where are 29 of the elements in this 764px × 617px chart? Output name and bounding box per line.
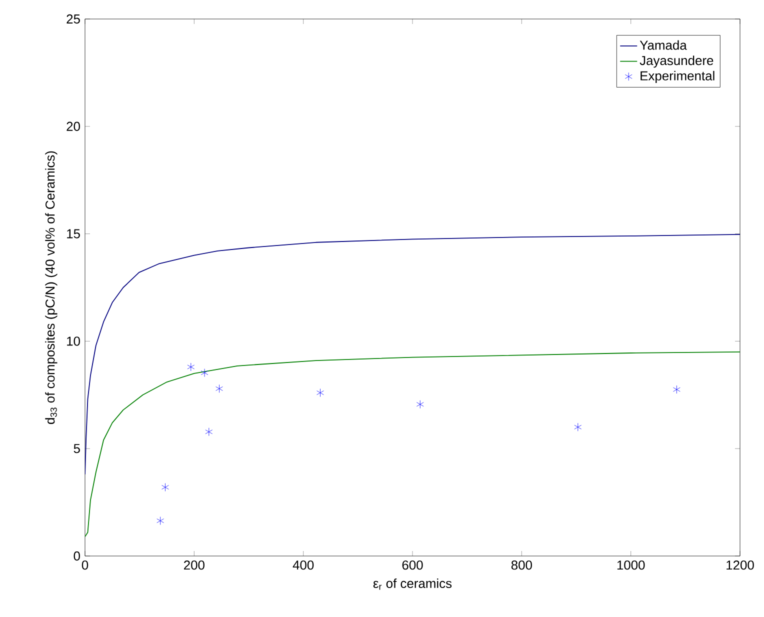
y-tick-label: 5 — [74, 444, 80, 454]
point — [416, 400, 424, 409]
y-axis-title: d$_{33}$ of composites (pC/N) (40 vol% of Ceramics) — [45, 151, 58, 424]
x-tick-label: 1000 — [617, 560, 645, 570]
y-tick-label: 20 — [66, 122, 80, 131]
x-tick-label: 200 — [184, 560, 204, 570]
point — [200, 368, 208, 377]
point — [205, 428, 213, 436]
x-tick-label: 400 — [292, 560, 314, 570]
y-tick-label: 0 — [74, 551, 80, 561]
point — [574, 422, 582, 432]
y-tick-label: 25 — [66, 14, 80, 24]
x-axis-title: ε$_{r}$ of ceramics — [373, 578, 452, 590]
legend-label: Yamada — [640, 40, 687, 50]
point — [156, 516, 164, 525]
legend-label: Experimental — [640, 70, 714, 83]
x-tick-label: 800 — [511, 560, 532, 570]
y-tick-label: 15 — [67, 229, 80, 238]
line-series — [85, 234, 740, 475]
point — [216, 384, 223, 393]
point — [187, 362, 195, 372]
point — [673, 385, 680, 394]
y-tick-label: 10 — [67, 336, 80, 346]
legend-label: Jayasundere — [640, 56, 714, 68]
x-tick-label: 0 — [82, 560, 88, 570]
point — [162, 483, 169, 492]
point — [316, 388, 324, 397]
x-tick-label: 1200 — [726, 560, 754, 570]
x-tick-label: 600 — [402, 560, 423, 570]
